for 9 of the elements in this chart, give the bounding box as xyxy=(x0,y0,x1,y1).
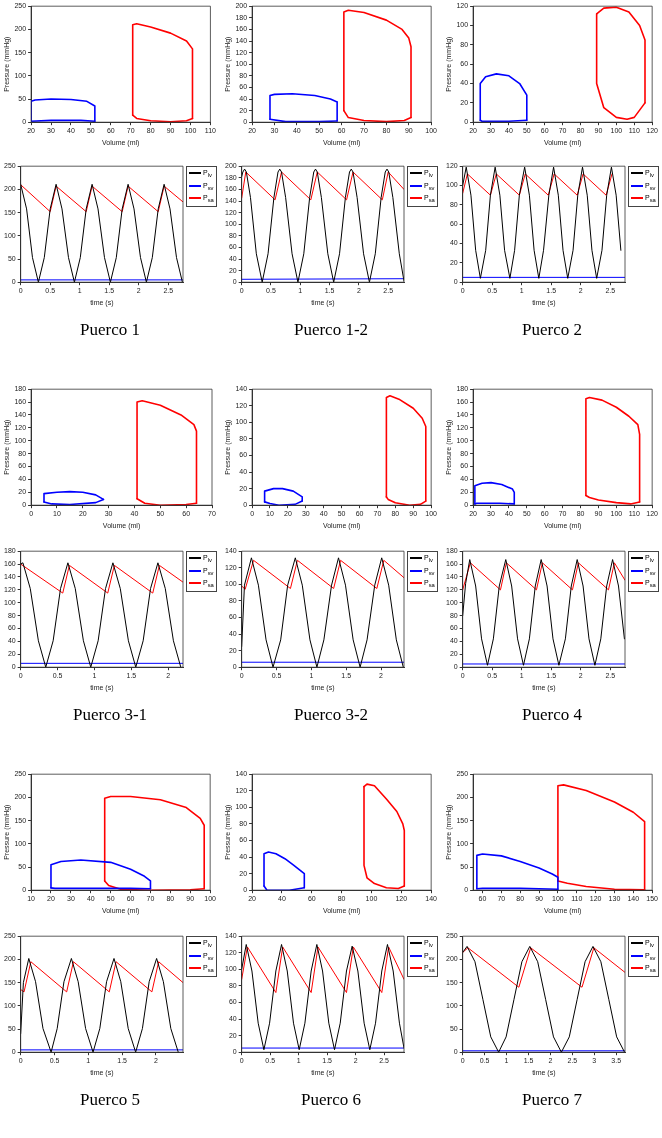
text: Puerco 1 xyxy=(79,320,141,340)
text: Puerco 1-2 xyxy=(292,320,370,340)
text: Puerco 4 xyxy=(521,705,583,725)
text: Puerco 6 xyxy=(300,1090,362,1110)
text: Puerco 3-2 xyxy=(292,705,370,725)
text: Puerco 5 xyxy=(79,1090,141,1110)
text: Puerco 7 xyxy=(521,1090,583,1110)
text: Puerco 2 xyxy=(521,320,583,340)
text: Puerco 3-1 xyxy=(71,705,149,725)
